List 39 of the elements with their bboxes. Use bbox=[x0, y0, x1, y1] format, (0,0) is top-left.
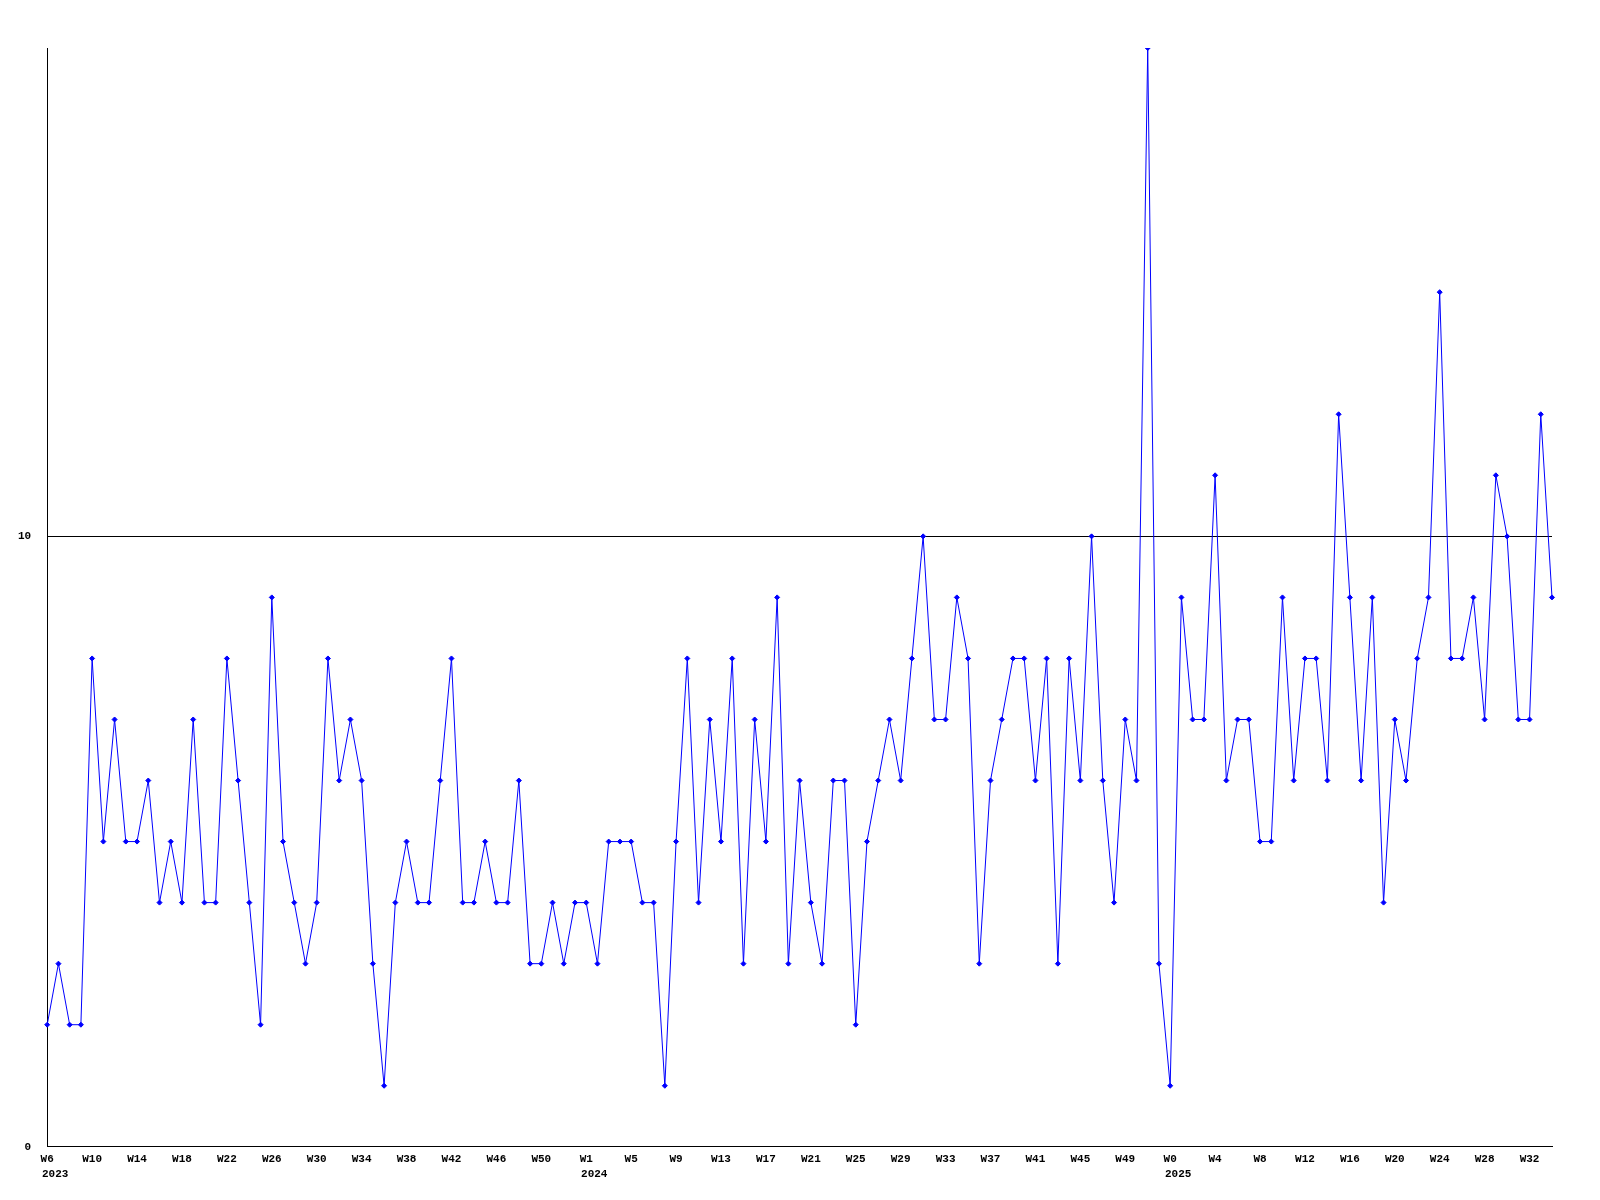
x-tick-label: W12 bbox=[1295, 1153, 1315, 1166]
y-tick-label: 0 bbox=[24, 1140, 32, 1153]
x-tick-label: W21 bbox=[800, 1153, 822, 1166]
x-tick-label: W29 bbox=[890, 1153, 911, 1166]
x-tick-label: W49 bbox=[1115, 1153, 1136, 1166]
x-tick-label: W16 bbox=[1339, 1153, 1360, 1166]
x-tick-label: W32 bbox=[1519, 1153, 1540, 1166]
text: 2025 bbox=[1164, 1168, 1192, 1181]
x-tick-label: W0 bbox=[1163, 1153, 1177, 1166]
x-tick-label: W45 bbox=[1070, 1153, 1091, 1166]
x-tick-label: W41 bbox=[1025, 1153, 1046, 1166]
x-tick-label: W38 bbox=[396, 1153, 417, 1166]
y-tick-label: 10 bbox=[18, 530, 32, 543]
text: 2024 bbox=[581, 1168, 608, 1181]
x-tick-label: W50 bbox=[531, 1153, 552, 1166]
x-tick-label: W14 bbox=[127, 1153, 148, 1166]
x-tick-label: W28 bbox=[1474, 1153, 1495, 1166]
text: 2023 bbox=[42, 1168, 69, 1181]
x-tick-label: W30 bbox=[306, 1153, 327, 1166]
x-tick-label: W18 bbox=[172, 1153, 193, 1166]
x-tick-label: W42 bbox=[441, 1153, 462, 1166]
x-tick-label: W1 bbox=[579, 1153, 594, 1166]
x-tick-label: W25 bbox=[845, 1153, 867, 1166]
x-tick-label: W33 bbox=[935, 1153, 956, 1166]
x-tick-label: W17 bbox=[756, 1153, 776, 1166]
x-tick-label: W8 bbox=[1253, 1153, 1268, 1166]
x-tick-label: W37 bbox=[980, 1153, 1001, 1166]
x-tick-label: W24 bbox=[1429, 1153, 1450, 1166]
x-tick-label: W20 bbox=[1384, 1153, 1405, 1166]
x-tick-label: W5 bbox=[624, 1153, 639, 1166]
x-tick-label: W22 bbox=[216, 1153, 237, 1166]
x-tick-label: W13 bbox=[711, 1153, 732, 1166]
x-tick-label: W10 bbox=[82, 1153, 103, 1166]
x-tick-label: W4 bbox=[1208, 1153, 1223, 1166]
x-tick-label: W46 bbox=[486, 1153, 507, 1166]
x-tick-label: W9 bbox=[669, 1153, 683, 1166]
x-tick-label: W26 bbox=[261, 1153, 282, 1166]
x-tick-label: W34 bbox=[351, 1153, 372, 1166]
x-tick-label: W6 bbox=[40, 1153, 54, 1166]
